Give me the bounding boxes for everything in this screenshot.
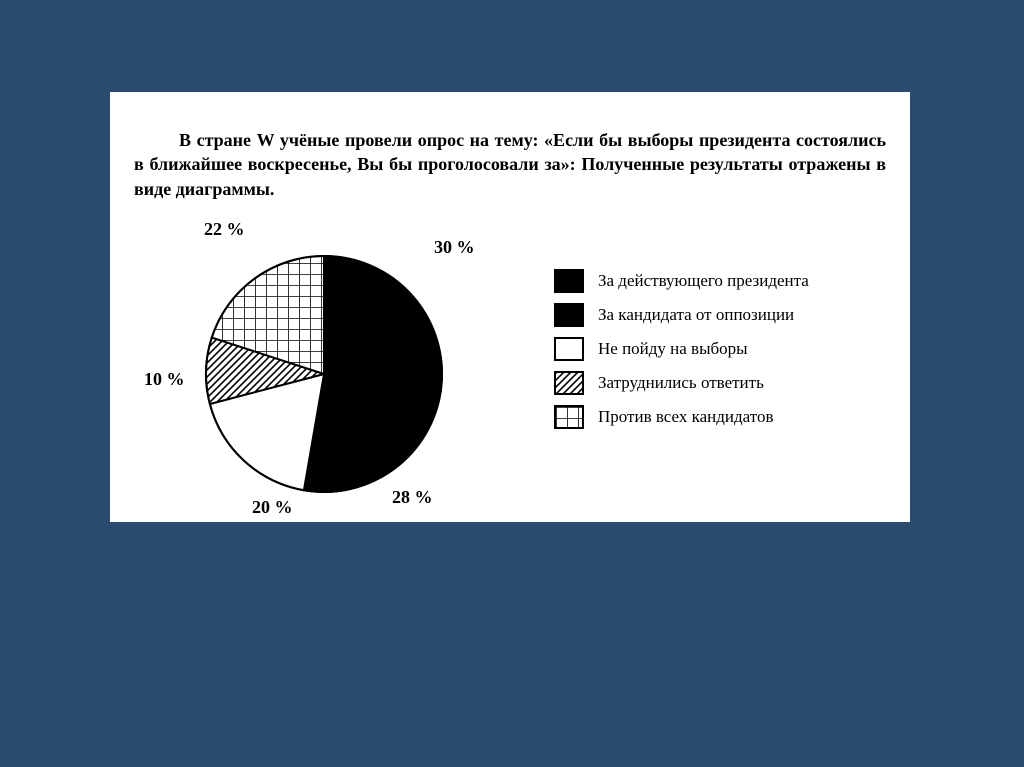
legend-label-abstain: Не пойду на выборы: [598, 339, 748, 359]
question-paragraph: В стране W учёные провели опрос на тему:…: [134, 128, 886, 201]
pie-label-undecided: 10 %: [144, 369, 185, 390]
pie-slice-opposition: [304, 374, 441, 492]
legend-swatch-against_all: [554, 405, 584, 429]
pie-svg: [134, 219, 514, 509]
legend-swatch-abstain: [554, 337, 584, 361]
legend-swatch-incumbent: [554, 269, 584, 293]
legend-item-undecided: Затруднились ответить: [554, 371, 886, 395]
chart-row: 30 %28 %20 %10 %22 % За действующего пре…: [134, 219, 886, 509]
pie-label-incumbent: 30 %: [434, 237, 475, 258]
pie-label-abstain: 20 %: [252, 497, 293, 518]
pie-chart: 30 %28 %20 %10 %22 %: [134, 219, 514, 509]
legend-item-opposition: За кандидата от оппозиции: [554, 303, 886, 327]
content-panel: В стране W учёные провели опрос на тему:…: [110, 92, 910, 522]
pie-slice-incumbent: [324, 256, 442, 391]
pie-label-against_all: 22 %: [204, 219, 245, 240]
legend-label-undecided: Затруднились ответить: [598, 373, 764, 393]
legend-label-opposition: За кандидата от оппозиции: [598, 305, 794, 325]
legend-swatch-undecided: [554, 371, 584, 395]
legend-label-against_all: Против всех кандидатов: [598, 407, 774, 427]
legend-swatch-opposition: [554, 303, 584, 327]
legend-item-against_all: Против всех кандидатов: [554, 405, 886, 429]
legend-item-incumbent: За действующего президента: [554, 269, 886, 293]
legend: За действующего президента За кандидата о…: [514, 219, 886, 439]
legend-item-abstain: Не пойду на выборы: [554, 337, 886, 361]
pie-label-opposition: 28 %: [392, 487, 433, 508]
legend-label-incumbent: За действующего президента: [598, 271, 809, 291]
